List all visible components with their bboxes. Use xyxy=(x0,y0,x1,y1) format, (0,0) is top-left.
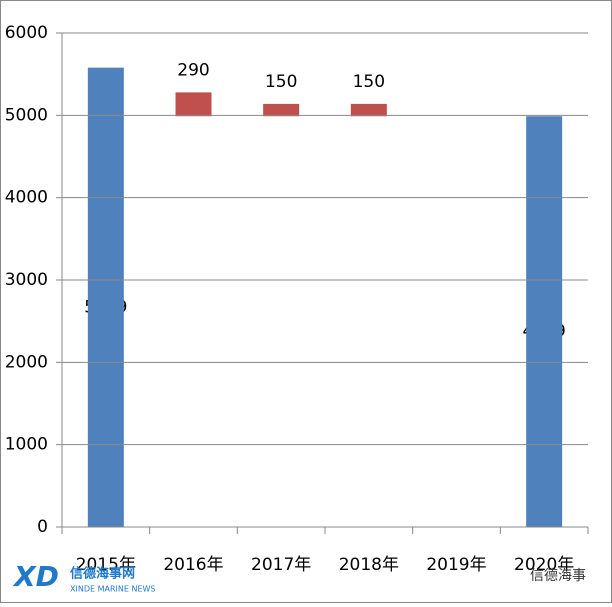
x-tick-label: 2017年 xyxy=(251,555,311,575)
x-tick-label: 2016年 xyxy=(163,555,223,575)
y-tick-label: 5000 xyxy=(5,105,48,125)
x-tick-label: 2019年 xyxy=(426,555,486,575)
x-tick-label: 2018年 xyxy=(339,555,399,575)
y-tick-label: 6000 xyxy=(5,23,48,43)
increment-bar xyxy=(350,103,387,117)
y-tick-label: 2000 xyxy=(5,352,48,372)
logo-name: 信德海事网 xyxy=(70,566,135,582)
value-label: 150 xyxy=(353,72,385,92)
y-tick-label: 4000 xyxy=(5,188,48,208)
increment-bar xyxy=(263,103,300,117)
logo-sub: XINDE MARINE NEWS xyxy=(70,585,155,594)
y-tick-label: 0 xyxy=(37,517,48,537)
y-tick-label: 1000 xyxy=(5,435,48,455)
logo: XD xyxy=(12,560,59,593)
y-tick-label: 3000 xyxy=(5,270,48,290)
total-bar xyxy=(526,116,563,527)
increment-bar xyxy=(175,92,212,117)
value-label: 290 xyxy=(177,60,209,80)
total-bar xyxy=(87,67,124,528)
x-tick-label: 2020年 xyxy=(514,555,574,575)
value-label: 150 xyxy=(265,72,297,92)
x-tick-label: 2015年 xyxy=(76,555,136,575)
corner-watermark: 信德海事 xyxy=(530,568,586,584)
